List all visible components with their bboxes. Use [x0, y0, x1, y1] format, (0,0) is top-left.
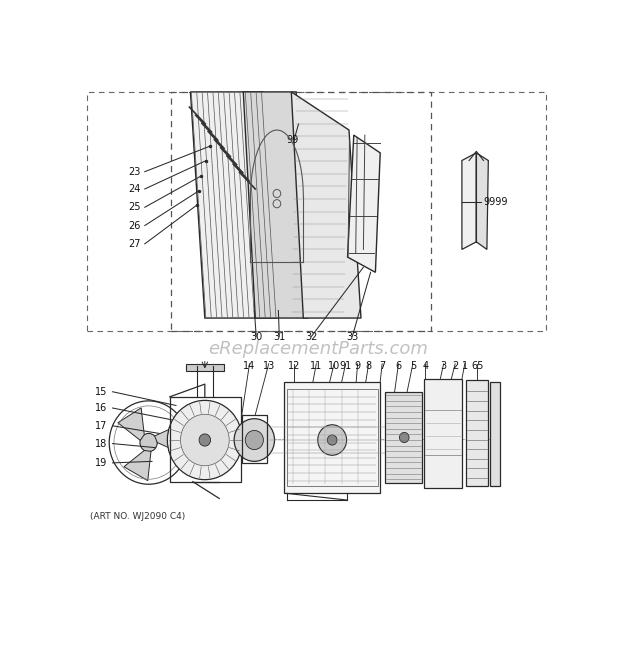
- Text: 16: 16: [95, 403, 108, 413]
- Polygon shape: [190, 92, 277, 318]
- Text: 12: 12: [288, 361, 300, 372]
- Text: 33: 33: [346, 333, 358, 343]
- Circle shape: [167, 401, 242, 480]
- Polygon shape: [118, 408, 144, 440]
- Polygon shape: [154, 424, 181, 453]
- Text: 3: 3: [441, 361, 446, 372]
- Polygon shape: [291, 92, 361, 318]
- Polygon shape: [284, 381, 380, 494]
- Polygon shape: [466, 380, 489, 486]
- Circle shape: [234, 418, 275, 461]
- Text: 26: 26: [128, 220, 140, 230]
- Text: 13: 13: [263, 361, 275, 372]
- Text: 9: 9: [355, 361, 361, 372]
- Text: 23: 23: [128, 167, 140, 177]
- Polygon shape: [348, 135, 380, 273]
- Text: 27: 27: [128, 239, 141, 249]
- Text: 17: 17: [95, 421, 108, 431]
- Polygon shape: [124, 451, 151, 480]
- Polygon shape: [185, 364, 224, 372]
- Text: 99: 99: [286, 135, 299, 145]
- Text: 65: 65: [471, 361, 484, 372]
- Circle shape: [140, 434, 157, 451]
- Text: eReplacementParts.com: eReplacementParts.com: [208, 339, 428, 358]
- Polygon shape: [385, 392, 422, 483]
- Polygon shape: [490, 381, 500, 486]
- Text: 14: 14: [244, 361, 255, 372]
- Circle shape: [327, 435, 337, 445]
- Polygon shape: [462, 153, 476, 249]
- Text: 24: 24: [128, 184, 140, 194]
- Text: 11: 11: [310, 361, 322, 372]
- Text: 32: 32: [305, 333, 317, 343]
- Circle shape: [399, 432, 409, 443]
- Text: (ART NO. WJ2090 C4): (ART NO. WJ2090 C4): [89, 512, 185, 521]
- Circle shape: [317, 425, 347, 455]
- Text: 91: 91: [340, 361, 352, 372]
- Text: 8: 8: [366, 361, 372, 372]
- Text: 2: 2: [452, 361, 458, 372]
- Polygon shape: [425, 379, 462, 488]
- Circle shape: [180, 414, 229, 466]
- Text: 30: 30: [250, 333, 262, 343]
- Text: 6: 6: [396, 361, 402, 372]
- Text: 15: 15: [95, 387, 108, 397]
- Polygon shape: [243, 92, 308, 318]
- Text: 4: 4: [422, 361, 428, 372]
- Text: 31: 31: [273, 333, 285, 343]
- Text: 9999: 9999: [483, 197, 508, 207]
- Text: 18: 18: [95, 439, 108, 449]
- Circle shape: [246, 430, 264, 449]
- Text: 19: 19: [95, 458, 108, 468]
- Circle shape: [199, 434, 211, 446]
- Text: 25: 25: [128, 202, 141, 213]
- Text: 1: 1: [462, 361, 468, 372]
- Polygon shape: [476, 153, 489, 249]
- Text: 7: 7: [379, 361, 385, 372]
- Text: 10: 10: [328, 361, 340, 372]
- Text: 5: 5: [410, 361, 416, 372]
